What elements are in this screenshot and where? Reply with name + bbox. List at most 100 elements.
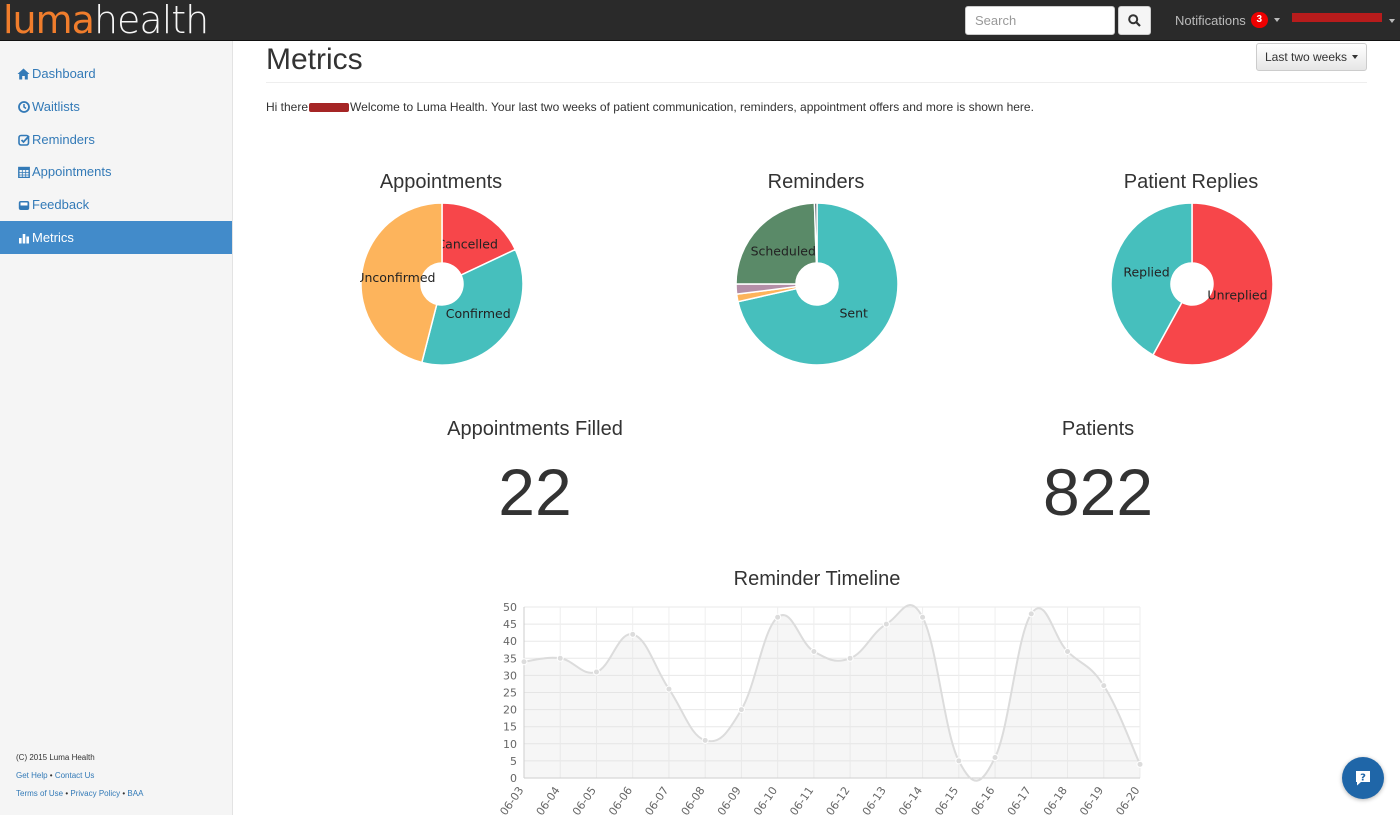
user-menu-redacted-name[interactable]: [1292, 13, 1382, 22]
clock-icon: [17, 100, 30, 113]
y-tick-label: 50: [503, 601, 517, 614]
help-chat-button[interactable]: ?: [1342, 757, 1384, 799]
patient-replies-pie-chart: Unreplied Replied: [1110, 202, 1274, 366]
x-tick-label: -06-15: [930, 784, 961, 815]
pie-slice-unreplied[interactable]: [1151, 202, 1274, 366]
pie-slice-label: Cancelled: [436, 236, 497, 251]
contact-us-link[interactable]: Contact Us: [54, 771, 95, 780]
timeline-data-point[interactable]: [556, 654, 564, 662]
sidebar-item-label: Appointments: [32, 164, 112, 179]
bar-chart-icon: [17, 231, 30, 244]
x-tick-label: -06-12: [821, 784, 852, 815]
pie-slice-label: Sent: [839, 305, 868, 320]
x-tick-label: -06-13: [858, 784, 889, 815]
x-tick-label: -06-03: [495, 784, 526, 815]
timeline-data-point[interactable]: [592, 668, 600, 676]
get-help-link[interactable]: Get Help: [16, 771, 48, 780]
pie-slice-label: Unreplied: [1207, 288, 1267, 303]
pie-slice-label: Confirmed: [446, 306, 511, 321]
sidebar-item-feedback[interactable]: Feedback: [0, 188, 232, 221]
luma-health-logo[interactable]: lumahealth: [3, 0, 209, 42]
timeline-data-point[interactable]: [810, 647, 818, 655]
y-tick-label: 20: [503, 704, 517, 717]
sidebar-item-appointments[interactable]: Appointments: [0, 155, 232, 188]
user-menu-chevron-down-icon[interactable]: [1389, 19, 1395, 23]
sidebar: Dashboard Waitlists Reminders Appointmen…: [0, 41, 233, 815]
appointments-pie-chart: Cancelled Confirmed Unconfirmed: [360, 202, 524, 366]
sidebar-item-waitlists[interactable]: Waitlists: [0, 90, 232, 123]
timeline-data-point[interactable]: [1027, 610, 1035, 618]
patients-value: 822: [1042, 455, 1154, 529]
y-tick-label: 15: [503, 721, 517, 734]
x-tick-label: -06-16: [966, 784, 997, 815]
timeline-data-point[interactable]: [629, 630, 637, 638]
pie-slice-unlabeled-4[interactable]: [813, 202, 818, 264]
timeline-data-point[interactable]: [737, 706, 745, 714]
x-tick-label: -06-19: [1075, 784, 1106, 815]
chevron-down-icon: [1352, 55, 1359, 59]
footer-links-row-2: Terms of Use • Privacy Policy • BAA: [16, 789, 144, 798]
calendar-icon: [17, 165, 30, 178]
timeline-data-point[interactable]: [701, 736, 709, 744]
pie-slice-confirmed[interactable]: [420, 248, 524, 366]
title-divider: [266, 82, 1367, 83]
pie-slice-replied[interactable]: [1110, 202, 1193, 357]
date-range-dropdown[interactable]: Last two weeks: [1256, 43, 1367, 71]
baa-link[interactable]: BAA: [127, 789, 144, 798]
pie-slice-cancelled[interactable]: [441, 202, 517, 277]
search-input[interactable]: [965, 6, 1115, 35]
timeline-data-point[interactable]: [774, 613, 782, 621]
x-tick-label: -06-05: [568, 784, 599, 815]
patient-replies-chart-title: Patient Replies: [1123, 171, 1259, 193]
pie-slice-unconfirmed[interactable]: [360, 202, 443, 364]
timeline-data-point[interactable]: [1100, 682, 1108, 690]
sidebar-item-metrics[interactable]: Metrics: [0, 221, 232, 254]
timeline-data-point[interactable]: [665, 685, 673, 693]
timeline-data-point[interactable]: [882, 620, 890, 628]
timeline-data-point[interactable]: [955, 757, 963, 765]
y-tick-label: 35: [503, 652, 517, 665]
x-tick-label: -06-08: [676, 784, 707, 815]
top-navbar: lumahealth Notifications 3: [0, 0, 1400, 41]
timeline-data-point[interactable]: [1064, 647, 1072, 655]
sidebar-item-label: Dashboard: [32, 66, 96, 81]
notifications-menu[interactable]: Notifications 3: [1175, 12, 1280, 28]
welcome-prefix: Hi there: [266, 100, 309, 114]
x-tick-label: -06-10: [749, 784, 780, 815]
pie-slice-scheduled[interactable]: [735, 202, 818, 285]
pie-slice-sent[interactable]: [737, 202, 899, 366]
timeline-data-point[interactable]: [991, 753, 999, 761]
reminders-pie-chart: Sent Scheduled: [735, 202, 899, 366]
notifications-count-badge: 3: [1250, 12, 1268, 28]
logo-part-health: health: [93, 0, 209, 42]
search-button[interactable]: [1118, 6, 1151, 35]
timeline-data-point[interactable]: [846, 654, 854, 662]
privacy-policy-link[interactable]: Privacy Policy: [70, 789, 121, 798]
reminder-timeline-title: Reminder Timeline: [733, 568, 901, 590]
timeline-data-point[interactable]: [919, 613, 927, 621]
svg-text:?: ?: [1360, 773, 1366, 784]
y-tick-label: 30: [503, 669, 517, 682]
x-tick-label: -06-07: [640, 784, 671, 815]
terms-of-use-link[interactable]: Terms of Use: [16, 789, 64, 798]
timeline-data-point[interactable]: [1136, 760, 1144, 768]
x-tick-label: -06-11: [785, 784, 816, 815]
pie-slice-label: Scheduled: [751, 243, 816, 258]
y-tick-label: 40: [503, 635, 517, 648]
timeline-area-fill: [524, 605, 1140, 781]
footer-links-row-1: Get Help • Contact Us: [16, 771, 95, 780]
x-tick-label: -06-04: [531, 784, 562, 815]
sidebar-item-dashboard[interactable]: Dashboard: [0, 57, 232, 90]
sidebar-item-label: Feedback: [32, 197, 90, 212]
logo-part-luma: luma: [3, 0, 95, 42]
inbox-icon: [17, 198, 30, 211]
x-tick-label: -06-17: [1002, 784, 1033, 815]
y-tick-label: 5: [510, 755, 517, 768]
sidebar-item-reminders[interactable]: Reminders: [0, 123, 232, 156]
chevron-down-icon: [1273, 18, 1280, 22]
appointments-chart-title: Appointments: [379, 171, 503, 193]
timeline-data-point[interactable]: [520, 658, 528, 666]
help-chat-icon: ?: [1356, 771, 1370, 786]
x-tick-label: -06-09: [713, 784, 744, 815]
